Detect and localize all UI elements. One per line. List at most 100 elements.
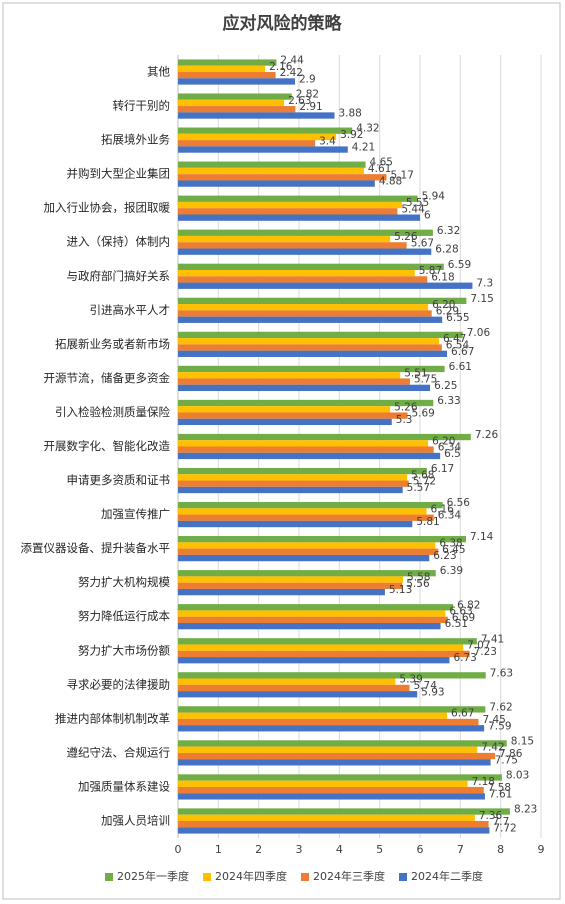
bar bbox=[178, 814, 475, 821]
bar bbox=[178, 582, 403, 589]
bar bbox=[178, 140, 316, 147]
value-label: 7.61 bbox=[489, 788, 512, 800]
value-label: 2.63 bbox=[288, 95, 311, 107]
bar bbox=[178, 610, 446, 617]
value-label: 5.57 bbox=[407, 482, 430, 494]
value-label: 4.65 bbox=[370, 157, 393, 169]
value-label: 7.59 bbox=[488, 720, 511, 732]
value-label: 6.73 bbox=[453, 652, 476, 664]
category-label: 拓展新业务或者新市场 bbox=[55, 337, 170, 351]
bar bbox=[178, 678, 396, 685]
value-label: 7.75 bbox=[495, 754, 518, 766]
value-label: 6.67 bbox=[451, 708, 474, 720]
value-label: 6.61 bbox=[449, 361, 472, 373]
bar bbox=[178, 133, 337, 141]
bar bbox=[178, 650, 470, 658]
value-label: 4.61 bbox=[368, 163, 391, 175]
bar bbox=[178, 820, 489, 828]
value-label: 5.3 bbox=[396, 414, 413, 426]
value-label: 5.51 bbox=[404, 367, 427, 379]
bar bbox=[178, 78, 295, 85]
x-tick-label: 8 bbox=[497, 843, 504, 856]
value-label: 6.47 bbox=[443, 333, 466, 345]
bar bbox=[178, 706, 486, 713]
legend-swatch bbox=[301, 873, 309, 881]
bar bbox=[178, 350, 448, 357]
category-label: 进入（保持）体制内 bbox=[67, 235, 171, 249]
value-label: 7.15 bbox=[470, 293, 493, 305]
value-label: 5.75 bbox=[414, 374, 437, 386]
category-label: 加强宣传推广 bbox=[101, 507, 170, 521]
value-label: 4.32 bbox=[356, 123, 379, 135]
bar bbox=[178, 452, 441, 460]
bar bbox=[178, 786, 484, 794]
value-label: 5.72 bbox=[413, 476, 436, 488]
value-label: 4.88 bbox=[379, 176, 402, 188]
value-label: 5.87 bbox=[419, 265, 442, 277]
legend-label: 2024年四季度 bbox=[215, 869, 287, 883]
value-label: 6.59 bbox=[448, 259, 471, 271]
category-label: 开源节流，储备更多资金 bbox=[44, 371, 171, 385]
category-label: 并购到大型企业集团 bbox=[67, 167, 171, 181]
value-label: 6.32 bbox=[437, 225, 460, 237]
bar bbox=[178, 338, 439, 345]
x-tick-label: 6 bbox=[417, 843, 424, 856]
value-label: 2.82 bbox=[296, 89, 319, 101]
bar bbox=[178, 446, 434, 453]
value-label: 7.86 bbox=[499, 748, 523, 760]
value-label: 3.92 bbox=[340, 129, 363, 141]
bar bbox=[178, 576, 404, 583]
value-label: 5.81 bbox=[416, 516, 439, 528]
bar bbox=[178, 195, 418, 202]
category-label: 转行干别的 bbox=[113, 99, 171, 113]
value-label: 5.94 bbox=[422, 191, 446, 203]
bar bbox=[178, 480, 409, 487]
bar bbox=[178, 793, 485, 800]
bar bbox=[178, 808, 510, 815]
legend-swatch bbox=[105, 873, 113, 881]
bar bbox=[178, 248, 432, 255]
value-label: 6.63 bbox=[449, 606, 472, 618]
bar bbox=[178, 672, 486, 679]
bar bbox=[178, 740, 507, 747]
bar bbox=[178, 174, 387, 181]
bar bbox=[178, 548, 439, 555]
value-label: 6.56 bbox=[447, 497, 471, 509]
bar bbox=[178, 616, 448, 624]
bar bbox=[178, 712, 448, 719]
category-label: 其他 bbox=[147, 65, 170, 79]
bar bbox=[178, 235, 391, 243]
bar bbox=[178, 229, 433, 236]
value-label: 7.72 bbox=[493, 822, 516, 834]
chart-title: 应对风险的策略 bbox=[223, 13, 343, 34]
bar bbox=[178, 146, 348, 153]
category-label: 添置仪器设备、提升装备水平 bbox=[21, 541, 171, 555]
bar bbox=[178, 99, 285, 107]
bar bbox=[178, 372, 401, 379]
bar bbox=[178, 440, 429, 447]
value-label: 7.14 bbox=[470, 531, 494, 543]
category-label: 努力扩大市场份额 bbox=[78, 643, 170, 657]
bar bbox=[178, 554, 430, 562]
value-label: 3.4 bbox=[319, 135, 336, 147]
value-label: 8.15 bbox=[511, 735, 534, 747]
value-label: 7.58 bbox=[488, 782, 511, 794]
bar bbox=[178, 501, 443, 509]
bar bbox=[178, 412, 408, 419]
value-label: 5.17 bbox=[391, 169, 414, 181]
value-label: 7.7 bbox=[493, 816, 510, 828]
category-label: 申请更多资质和证书 bbox=[67, 473, 171, 487]
value-label: 7.26 bbox=[475, 429, 499, 441]
category-label: 开展数字化、智能化改造 bbox=[44, 439, 171, 453]
value-label: 5.56 bbox=[406, 578, 430, 590]
bar bbox=[178, 752, 496, 760]
bar bbox=[178, 378, 410, 385]
value-label: 5.26 bbox=[394, 231, 418, 243]
value-label: 6.5 bbox=[444, 448, 461, 460]
value-label: 3.88 bbox=[338, 108, 361, 120]
value-label: 6.34 bbox=[438, 442, 462, 454]
value-label: 6.23 bbox=[433, 550, 456, 562]
value-label: 2.44 bbox=[280, 55, 304, 67]
value-label: 6.33 bbox=[437, 395, 460, 407]
value-label: 6.45 bbox=[442, 544, 465, 556]
